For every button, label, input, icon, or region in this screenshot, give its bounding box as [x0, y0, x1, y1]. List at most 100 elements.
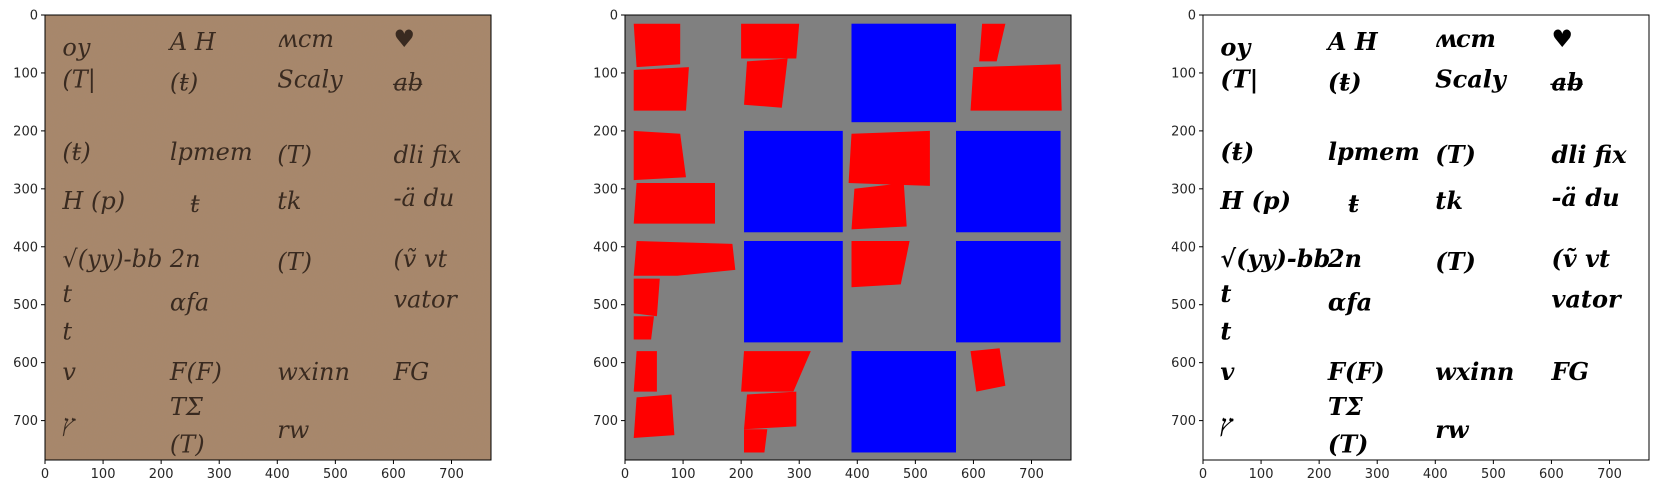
text-region-mask	[633, 183, 715, 224]
text-region-mask	[633, 23, 681, 68]
handwriting-glyph: ɑfa	[170, 289, 209, 317]
handwriting-glyph: t	[62, 280, 72, 308]
y-tick-label: 700	[13, 414, 38, 429]
text-region-mask	[851, 183, 907, 230]
handwriting-glyph: (ŧ)	[1220, 137, 1254, 166]
y-tick-label: 700	[593, 414, 618, 429]
axes-frame	[44, 14, 492, 461]
y-tick-label: 200	[1171, 124, 1196, 139]
x-tick-label: 0	[621, 467, 629, 482]
binarized-glyphs: oy A H ʍcm ♥ (T| (ŧ) Scaly a̶b̶ (ŧ) lpmem (T) dli f…	[1219, 24, 1627, 459]
handwriting-glyph: (T)	[1328, 429, 1369, 458]
handwriting-glyph: 2n	[169, 245, 201, 273]
text-region-mask	[741, 351, 811, 392]
text-region-mask	[633, 394, 675, 438]
handwriting-glyph: (T)	[277, 141, 312, 169]
x-tick-label: 400	[265, 467, 290, 482]
handwriting-glyph: -ä du	[393, 184, 454, 212]
handwriting-glyph: a̶b̶	[393, 68, 423, 96]
handwriting-glyph: Scaly	[277, 65, 343, 93]
text-region-mask	[744, 58, 788, 108]
x-tick-label: 0	[41, 467, 49, 482]
handwriting-glyph: A H	[1326, 27, 1379, 56]
y-tick-label: 300	[593, 182, 618, 197]
text-region-mask	[741, 23, 800, 59]
handwriting-glyph: t	[1220, 316, 1231, 345]
handwriting-glyph: F(F)	[1327, 357, 1385, 386]
axis-ticks: 0 100 200 300 400 500 600 700 0 100 200 300 400 500 60…	[593, 9, 1044, 483]
handwriting-glyph: (ṽ vt	[1551, 244, 1610, 273]
handwriting-glyph: TΣ	[170, 393, 204, 421]
handwriting-glyph: tk	[1435, 186, 1463, 215]
handwriting-glyph: (ŧ)	[1328, 67, 1362, 96]
handwriting-glyph: ץ	[1220, 409, 1234, 438]
y-tick-label: 400	[13, 240, 38, 255]
x-tick-label: 100	[1249, 467, 1274, 482]
x-tick-label: 400	[1423, 467, 1448, 482]
text-region-mask	[979, 23, 1006, 62]
handwriting-glyph: (ṽ vt	[393, 245, 447, 273]
handwriting-glyph: (T)	[277, 248, 312, 276]
text-region-mask	[633, 316, 654, 340]
y-tick-label: 0	[610, 9, 618, 24]
handwriting-glyph: a̶b̶	[1550, 67, 1584, 96]
x-tick-label: 0	[1199, 467, 1207, 482]
handwriting-glyph: H (p)	[1219, 186, 1291, 215]
handwriting-glyph: (ŧ)	[170, 68, 198, 96]
text-region-mask	[633, 351, 657, 392]
handwriting-glyph: dli fix	[393, 141, 461, 169]
mask-regions	[633, 23, 1062, 453]
x-tick-label: 400	[845, 467, 870, 482]
y-tick-label: 500	[1171, 298, 1196, 313]
x-tick-label: 500	[903, 467, 928, 482]
source-document-panel: oy A H ʍcm ♥ (T| (ŧ) Scaly a̶b̶ (ŧ) lpmem (T) dli f…	[13, 9, 492, 483]
y-tick-label: 0	[1188, 9, 1196, 24]
y-tick-label: 100	[13, 66, 38, 81]
handwriting-glyph: lpmem	[1328, 137, 1420, 166]
handwriting-glyph: tk	[277, 187, 301, 215]
text-region-mask	[633, 130, 686, 181]
handwriting-glyph: TΣ	[1328, 392, 1364, 421]
y-tick-label: 400	[593, 240, 618, 255]
x-tick-label: 300	[207, 467, 232, 482]
x-tick-label: 700	[1597, 467, 1622, 482]
text-region-mask	[633, 241, 736, 276]
x-tick-label: 100	[671, 467, 696, 482]
handwriting-glyph: t	[62, 317, 72, 345]
handwriting-glyph: ʍcm	[277, 25, 334, 53]
handwriting-glyph: dli fix	[1551, 140, 1627, 169]
y-tick-label: 100	[593, 66, 618, 81]
handwriting-glyph: lpmem	[170, 138, 253, 166]
y-tick-label: 600	[13, 356, 38, 371]
x-tick-label: 200	[1307, 467, 1332, 482]
x-tick-label: 100	[91, 467, 116, 482]
axis-ticks: 0 100 200 300 400 500 600 700 0 100 200 300 400 500 60…	[1171, 9, 1622, 483]
handwriting-glyph: vator	[1551, 285, 1623, 314]
empty-cell-mask	[744, 130, 843, 233]
x-tick-label: 200	[149, 467, 174, 482]
handwriting-glyph: A H	[168, 28, 217, 56]
handwriting-glyph: (T)	[1435, 247, 1476, 276]
text-region-mask	[744, 391, 797, 430]
x-tick-label: 300	[787, 467, 812, 482]
handwriting-glyph: oy	[1220, 33, 1252, 62]
x-tick-label: 700	[439, 467, 464, 482]
axis-ticks: 0 100 200 300 400 500 600 700 0 100 200 300 400 500 60…	[13, 9, 464, 483]
handwriting-glyph: ץ	[62, 410, 76, 438]
binarized-document-panel: oy A H ʍcm ♥ (T| (ŧ) Scaly a̶b̶ (ŧ) lpmem (T) dli f…	[1171, 9, 1650, 483]
handwriting-glyph: ɑfa	[1328, 288, 1372, 317]
handwriting-glyph: 2n	[1327, 244, 1362, 273]
x-tick-label: 500	[323, 467, 348, 482]
x-tick-label: 600	[961, 467, 986, 482]
y-tick-label: 700	[1171, 414, 1196, 429]
text-region-mask	[633, 278, 660, 317]
empty-cell-mask	[851, 351, 957, 453]
empty-cell-mask	[744, 240, 843, 343]
handwriting-glyph: FG	[1550, 357, 1589, 386]
handwriting-glyphs: oy A H ʍcm ♥ (T| (ŧ) Scaly a̶b̶ (ŧ) lpmem (T) dli f…	[61, 25, 461, 459]
x-tick-label: 300	[1365, 467, 1390, 482]
x-tick-label: 600	[381, 467, 406, 482]
handwriting-glyph: ŧ	[1348, 189, 1359, 218]
handwriting-glyph: √(yy)-bb	[1220, 244, 1330, 273]
